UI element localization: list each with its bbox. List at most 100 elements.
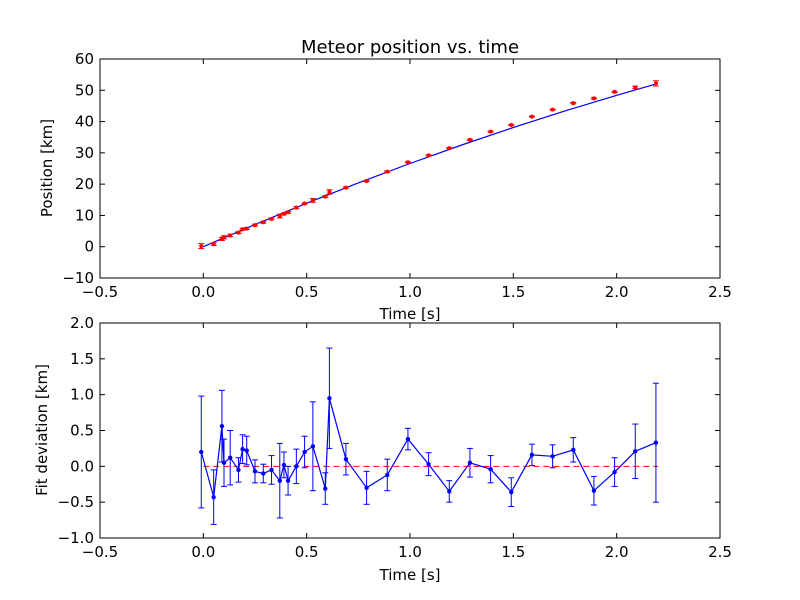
deviation-point <box>310 444 316 449</box>
position-point <box>550 107 555 112</box>
deviation-point <box>426 461 431 467</box>
position-chart-ytick-label: 40 <box>75 113 94 131</box>
position-chart-ytick-label: 50 <box>75 81 94 99</box>
position-chart-xtick-label: 1.0 <box>398 283 422 301</box>
position-chart-ytick-label: 20 <box>75 175 94 193</box>
deviation-chart-axes: −0.5 0.0 0.5 1.0 1.5 2.0 2.5−1.0−0.50.00.51.01… <box>58 314 732 561</box>
deviation-point <box>467 460 473 465</box>
position-point <box>488 129 493 134</box>
position-chart-ylabel: Position [km] <box>38 119 56 217</box>
deviation-chart-xtick-label: −0.5 <box>82 543 118 561</box>
position-point <box>199 244 204 249</box>
deviation-point <box>281 462 287 468</box>
position-point <box>529 114 534 119</box>
position-point <box>222 235 226 240</box>
deviation-chart-xtick-label: 1.0 <box>398 543 422 561</box>
deviation-point <box>261 471 266 476</box>
deviation-point <box>653 440 659 445</box>
deviation-point <box>221 460 227 465</box>
deviation-point <box>240 446 245 452</box>
deviation-point <box>591 488 597 493</box>
deviation-point <box>219 424 225 429</box>
position-chart-ytick-label: 0 <box>84 238 94 256</box>
position-point <box>286 210 291 215</box>
position-point <box>253 223 257 228</box>
deviation-point <box>302 449 307 455</box>
position-point <box>343 185 348 190</box>
deviation-point <box>509 489 514 495</box>
position-point <box>633 85 638 90</box>
deviation-point <box>244 448 249 453</box>
deviation-point <box>550 454 555 459</box>
position-chart-xtick-label: 2.0 <box>605 283 629 301</box>
position-point <box>612 89 617 94</box>
deviation-chart-marks <box>198 347 659 525</box>
position-point <box>364 179 369 184</box>
deviation-chart-xtick-label: 2.0 <box>605 543 629 561</box>
position-chart-xlabel: Time [s] <box>379 305 441 323</box>
position-point <box>327 189 332 194</box>
deviation-point <box>323 486 328 491</box>
deviation-chart-xtick-label: 0.5 <box>295 543 319 561</box>
position-chart-ytick-label: 10 <box>75 206 94 224</box>
deviation-chart-ylabel: Fit deviation [km] <box>33 364 51 496</box>
position-chart-xtick-label: 0.5 <box>295 283 319 301</box>
deviation-chart-ytick-label: −0.5 <box>58 493 94 511</box>
deviation-point <box>285 478 291 483</box>
position-point <box>228 233 233 238</box>
deviation-point <box>211 494 216 500</box>
deviation-point <box>385 472 390 478</box>
position-point <box>405 160 410 165</box>
deviation-point <box>612 469 617 475</box>
position-point <box>269 216 274 221</box>
position-point <box>211 242 216 247</box>
position-chart-axes: −0.5 0.0 0.5 1.0 1.5 2.0 2.5 −10 0 10 20 30 40 50 60 <box>62 50 732 301</box>
deviation-chart-xtick-label: 1.5 <box>501 543 525 561</box>
position-point <box>323 194 328 199</box>
deviation-point <box>252 469 258 474</box>
position-chart-ytick-label: 60 <box>75 50 94 68</box>
deviation-point <box>236 467 241 473</box>
position-point <box>261 220 266 225</box>
deviation-point <box>343 456 349 462</box>
position-point <box>294 205 299 210</box>
deviation-point <box>571 447 576 453</box>
deviation-chart-ytick-label: 0.0 <box>70 457 94 475</box>
position-chart-xtick-label: 2.5 <box>708 283 732 301</box>
position-point <box>244 226 249 231</box>
deviation-point <box>277 478 282 483</box>
deviation-point <box>405 436 411 442</box>
deviation-point <box>633 449 638 454</box>
position-point <box>302 201 307 206</box>
position-point <box>240 227 245 232</box>
deviation-chart-ytick-label: 0.5 <box>70 422 94 440</box>
position-point <box>447 146 452 151</box>
position-point <box>385 169 390 174</box>
deviation-point <box>529 452 535 458</box>
position-point <box>653 81 658 86</box>
position-point <box>236 230 241 235</box>
position-point <box>281 211 286 216</box>
deviation-chart-ytick-label: −1.0 <box>58 529 94 547</box>
position-chart-ytick-label: −10 <box>62 269 94 287</box>
deviation-point <box>447 489 452 494</box>
deviation-chart-xtick-label: 2.5 <box>708 543 732 561</box>
position-chart-ytick-label: 30 <box>75 144 94 162</box>
deviation-point <box>228 455 233 460</box>
position-point <box>277 214 282 219</box>
position-point <box>571 101 576 106</box>
position-point <box>509 123 514 128</box>
deviation-point <box>294 464 299 469</box>
position-chart-xtick-label: 1.5 <box>501 283 525 301</box>
deviation-chart-xlabel: Time [s] <box>379 566 441 584</box>
deviation-chart-xtick-label: 0.0 <box>191 543 215 561</box>
deviation-chart: −0.5 0.0 0.5 1.0 1.5 2.0 2.5−1.0−0.50.00.51.01… <box>33 314 732 584</box>
deviation-chart-ytick-label: 2.0 <box>70 314 94 332</box>
position-point <box>467 137 472 142</box>
deviation-point <box>199 449 204 455</box>
position-chart-xtick-label: 0.0 <box>191 283 215 301</box>
deviation-point <box>488 467 493 472</box>
deviation-point <box>364 485 369 491</box>
